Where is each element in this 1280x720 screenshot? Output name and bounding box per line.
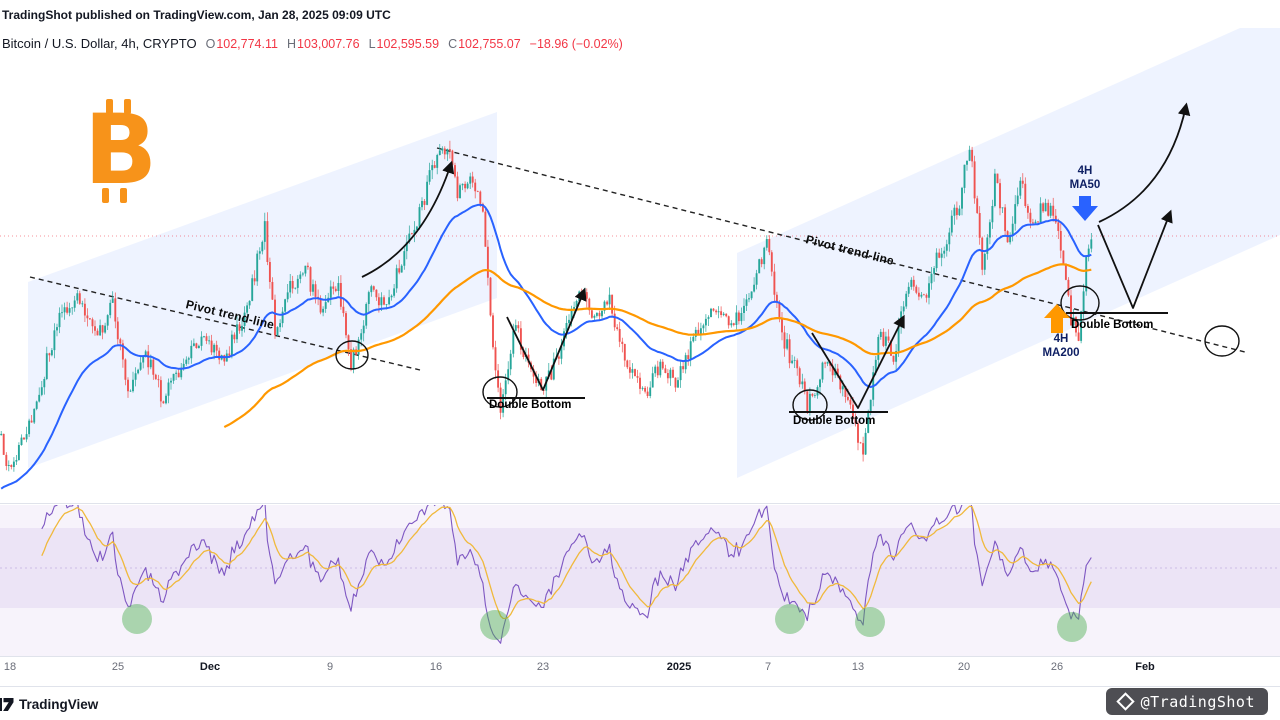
double-bottom-label-3: Double Bottom — [1071, 319, 1154, 331]
rsi-signal-line — [41, 505, 1092, 620]
candles — [0, 140, 1093, 490]
x-axis-label-26: 26 — [1050, 661, 1064, 673]
ma200-pointer-arrow — [1044, 304, 1070, 333]
rsi-oversold-highlight — [1057, 612, 1087, 642]
rsi-plot — [41, 505, 1092, 644]
pivot-trendline-1 — [29, 276, 421, 371]
rsi-oversold-highlight — [122, 604, 152, 634]
ohlc-open-value: 102,774.11 — [216, 37, 278, 51]
projection-arrow — [361, 160, 455, 278]
bitcoin-logo: B — [84, 94, 164, 206]
ohlc-low-value: 102,595.59 — [376, 37, 440, 51]
ohlc-high-value: 103,007.76 — [297, 37, 360, 51]
bitcoin-logo-tick — [124, 99, 131, 114]
bitcoin-glyph: B — [84, 94, 158, 206]
ohlc-change: −18.96 (−0.02%) — [529, 37, 623, 51]
annotation-circle — [792, 389, 828, 421]
footer-bar: TradingView — [0, 686, 1280, 720]
ohlc-low-label: L — [368, 37, 376, 51]
double-bottom-label-1: Double Bottom — [489, 399, 572, 411]
ohlc-open-label: O — [205, 37, 216, 51]
ma50-label-line1: 4H — [1077, 165, 1093, 177]
pivot-trendline-2 — [436, 147, 1246, 353]
ma50-label-line2: MA50 — [1069, 178, 1101, 191]
ohlc-high-label: H — [286, 37, 296, 51]
double-bottom-v-arrow — [1097, 209, 1173, 309]
annotation-circle — [335, 340, 369, 370]
x-axis-label-23: 23 — [536, 661, 550, 673]
projection-arrow — [1098, 102, 1191, 223]
x-axis-label-Feb: Feb — [1135, 661, 1155, 673]
bitcoin-logo-tick — [102, 188, 109, 203]
bitcoin-logo-tick — [120, 188, 127, 203]
ohlc-high: H103,007.76 — [287, 37, 360, 51]
annotation-circle — [1204, 325, 1240, 357]
tradingshot-watermark: @TradingShot — [1105, 688, 1268, 715]
x-axis-label-20: 20 — [957, 661, 971, 673]
ma200-label-line1: 4H — [1053, 333, 1069, 345]
double-bottom-v-arrow — [811, 314, 905, 409]
ohlc-close-value: 102,755.07 — [458, 37, 521, 51]
x-axis-label-18: 18 — [3, 661, 17, 673]
x-axis-label-9: 9 — [326, 661, 334, 673]
x-axis-label-2025: 2025 — [666, 661, 692, 673]
publish-info: TradingShot published on TradingView.com… — [2, 8, 391, 22]
ohlc-close: C102,755.07 — [448, 37, 521, 51]
x-axis-label-Dec: Dec — [199, 661, 221, 673]
double-bottom-label-2: Double Bottom — [793, 415, 876, 427]
ohlc-open: O102,774.11 — [206, 37, 278, 51]
ma50-line — [0, 203, 1092, 490]
tradingshot-logo-icon — [1115, 692, 1135, 711]
x-axis-label-16: 16 — [429, 661, 443, 673]
symbol-info-bar: Bitcoin / U.S. Dollar, 4h, CRYPTO O102,7… — [2, 36, 623, 51]
tradingview-logo-icon — [0, 697, 14, 711]
double-bottom-v-arrow — [506, 287, 587, 391]
tradingview-brand-text: TradingView — [19, 696, 99, 712]
rsi-oversold-highlight — [775, 604, 805, 634]
annotation-circle — [482, 376, 518, 408]
candle-bodies-up — [0, 148, 1093, 467]
rsi-oversold-highlight — [855, 607, 885, 637]
ma50-label: 4H MA50 — [1062, 165, 1108, 193]
ma200-label: 4H MA200 — [1036, 333, 1086, 361]
x-axis-label-7: 7 — [764, 661, 772, 673]
rsi-oversold-highlight — [480, 610, 510, 640]
tradingview-brand[interactable]: TradingView — [0, 696, 98, 713]
ma50-pointer-arrow — [1072, 196, 1098, 221]
bitcoin-logo-tick — [106, 99, 113, 114]
x-axis-label-25: 25 — [111, 661, 125, 673]
x-axis-label-13: 13 — [851, 661, 865, 673]
symbol-title[interactable]: Bitcoin / U.S. Dollar, 4h, CRYPTO — [2, 36, 197, 51]
tradingshot-watermark-text: @TradingShot — [1140, 692, 1255, 711]
ohlc-low: L102,595.59 — [369, 37, 440, 51]
trend-channels — [28, 28, 1280, 478]
ma200-label-line2: MA200 — [1042, 346, 1080, 359]
ma200-line — [223, 263, 1092, 429]
annotation-circle — [1060, 285, 1100, 321]
ohlc-close-label: C — [448, 37, 458, 51]
